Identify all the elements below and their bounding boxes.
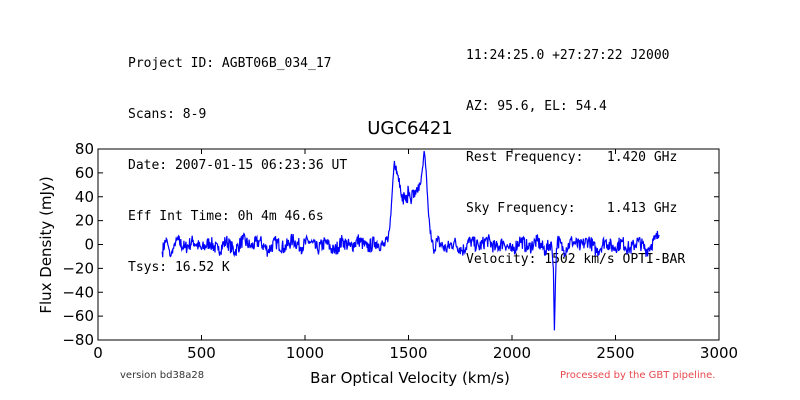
sky-frequency-text: Sky Frequency: 1.413 GHz	[466, 201, 678, 216]
y-tick-label--60: −60	[62, 307, 94, 325]
scans-text: Scans: 8-9	[128, 107, 207, 122]
x-tick-label-1000: 1000	[286, 344, 324, 362]
x-tick-label-500: 500	[187, 344, 216, 362]
x-tick-label-1500: 1500	[389, 344, 427, 362]
y-tick-label-60: 60	[75, 164, 94, 182]
integration-time-text: Eff Int Time: 0h 4m 46.6s	[128, 209, 324, 224]
y-tick-label-20: 20	[75, 212, 94, 230]
tsys-text: Tsys: 16.52 K	[128, 260, 230, 275]
coordinates-text: 11:24:25.0 +27:27:22 J2000	[466, 48, 670, 63]
velocity-text: Velocity: 1502 km/s OPTI-BAR	[466, 252, 686, 267]
az-el-text: AZ: 95.6, EL: 54.4	[466, 99, 607, 114]
version-text: version bd38a28	[120, 370, 205, 381]
y-tick-label--80: −80	[62, 331, 94, 349]
x-tick-label-0: 0	[93, 344, 103, 362]
x-tick-label-2000: 2000	[493, 344, 531, 362]
x-axis-label: Bar Optical Velocity (km/s)	[310, 369, 510, 387]
tick-layer: 0 500 1000 1500 2000 2500 3000 −80 −60 −40 −20 0 20 4…	[62, 140, 738, 362]
spectrum-line	[161, 150, 660, 331]
y-axis-label: Flux Density (mJy)	[37, 176, 55, 313]
y-tick-label--40: −40	[62, 283, 94, 301]
observation-info-left: Project ID: AGBT06B_034_17 Scans: 8-9 Da…	[128, 21, 347, 293]
pipeline-credit-text: Processed by the GBT pipeline.	[560, 370, 716, 381]
x-tick-label-3000: 3000	[700, 344, 738, 362]
x-tick-label-2500: 2500	[596, 344, 634, 362]
data-layer	[161, 150, 660, 331]
y-tick-label--20: −20	[62, 259, 94, 277]
date-text: Date: 2007-01-15 06:23:36 UT	[128, 158, 348, 173]
y-tick-label-80: 80	[75, 140, 94, 158]
rest-frequency-text: Rest Frequency: 1.420 GHz	[466, 150, 678, 165]
project-id-text: Project ID: AGBT06B_034_17	[128, 56, 332, 71]
y-tick-label-40: 40	[75, 188, 94, 206]
y-tick-label-0: 0	[84, 236, 94, 254]
observation-info-right: 11:24:25.0 +27:27:22 J2000 AZ: 95.6, EL:…	[466, 13, 685, 285]
chart-title: UGC6421	[367, 118, 453, 139]
